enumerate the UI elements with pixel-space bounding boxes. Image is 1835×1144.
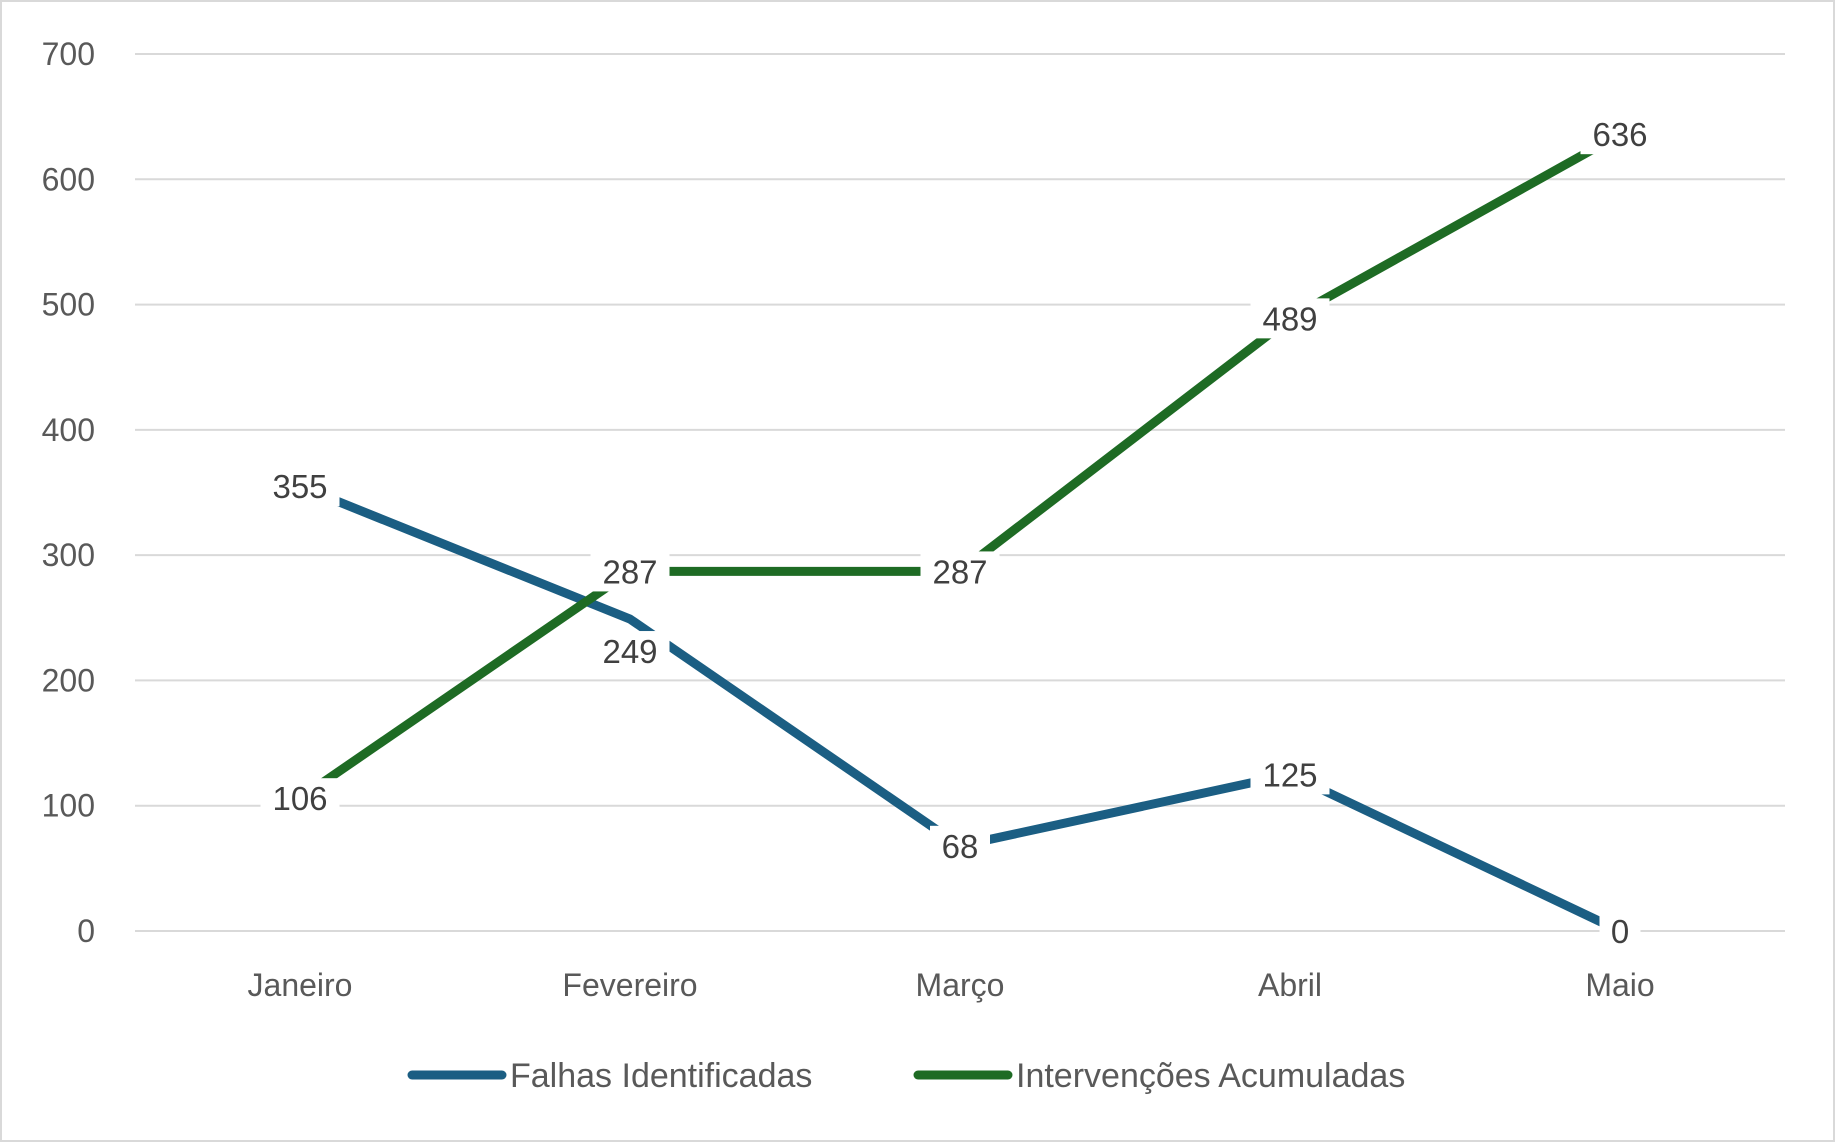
series-line-2 (297, 130, 1623, 802)
x-axis-tick-labels: Janeiro Fevereiro Março Abril Maio (248, 967, 1655, 1003)
x-tick-label: Janeiro (248, 967, 353, 1003)
x-tick-label: Fevereiro (562, 967, 697, 1003)
data-label: 355 (272, 468, 327, 505)
data-label: 106 (272, 780, 327, 817)
y-tick-label: 0 (77, 913, 95, 949)
x-tick-label: Março (916, 967, 1005, 1003)
data-label: 287 (602, 553, 657, 590)
series-lines (297, 130, 1623, 936)
data-label: 0 (1611, 913, 1629, 950)
data-label-bg (590, 631, 670, 672)
data-label-bg (590, 551, 670, 592)
y-axis-tick-labels: 0 100 200 300 400 500 600 700 (42, 36, 95, 949)
legend-label: Falhas Identificadas (510, 1057, 812, 1095)
data-label-bg (260, 466, 340, 507)
x-tick-label: Abril (1258, 967, 1322, 1003)
data-label: 249 (602, 633, 657, 670)
data-label: 68 (942, 828, 979, 865)
data-labels: 355 249 68 125 0 106 287 287 489 636 (260, 114, 1660, 951)
data-label: 287 (932, 553, 987, 590)
legend: Falhas Identificadas Intervenções Acumula… (407, 1057, 1405, 1095)
data-label: 125 (1262, 756, 1317, 793)
data-label-bg (260, 778, 340, 819)
data-label-bg (1599, 911, 1641, 951)
data-label-bg (1250, 754, 1330, 795)
y-tick-label: 500 (42, 287, 95, 323)
y-tick-label: 700 (42, 36, 95, 72)
x-tick-label: Maio (1585, 967, 1654, 1003)
data-label-bg (930, 825, 990, 866)
y-tick-label: 200 (42, 662, 95, 698)
data-label: 636 (1592, 116, 1647, 153)
y-tick-label: 600 (42, 161, 95, 197)
data-label: 489 (1262, 300, 1317, 337)
data-label-bg (1580, 114, 1660, 155)
y-tick-label: 400 (42, 412, 95, 448)
data-label-bg (920, 551, 1000, 592)
y-tick-label: 300 (42, 537, 95, 573)
legend-label: Intervenções Acumuladas (1016, 1057, 1405, 1095)
gridlines (135, 53, 1785, 932)
y-tick-label: 100 (42, 788, 95, 824)
data-label-bg (1250, 298, 1330, 339)
